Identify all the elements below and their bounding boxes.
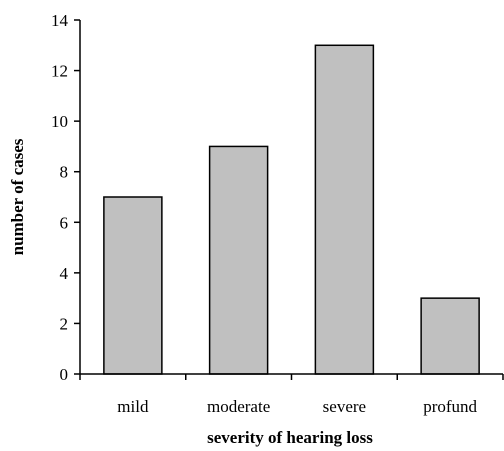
y-tick-label: 4 (60, 264, 69, 283)
y-tick-label: 12 (51, 62, 68, 81)
bars-group (103, 44, 480, 375)
bar-severe (314, 44, 375, 375)
x-category-label: mild (117, 397, 149, 416)
x-ticks-group: mild moderate severe profund (79, 374, 504, 416)
y-ticks-group: 0 2 4 6 8 10 12 14 (51, 11, 80, 384)
x-category-label: moderate (207, 397, 270, 416)
y-tick-label: 2 (60, 314, 69, 333)
y-axis-title: number of cases (8, 138, 27, 255)
bar-profund (420, 297, 480, 375)
y-tick-label: 0 (60, 365, 69, 384)
bar-moderate (208, 145, 269, 375)
y-tick-label: 6 (60, 213, 69, 232)
x-category-label: severe (323, 397, 366, 416)
x-axis-title: severity of hearing loss (207, 428, 373, 447)
y-tick-label: 10 (51, 112, 68, 131)
bar-mild (103, 196, 163, 375)
y-tick-label: 8 (60, 163, 69, 182)
y-tick-label: 14 (51, 11, 69, 30)
x-category-label: profund (423, 397, 477, 416)
